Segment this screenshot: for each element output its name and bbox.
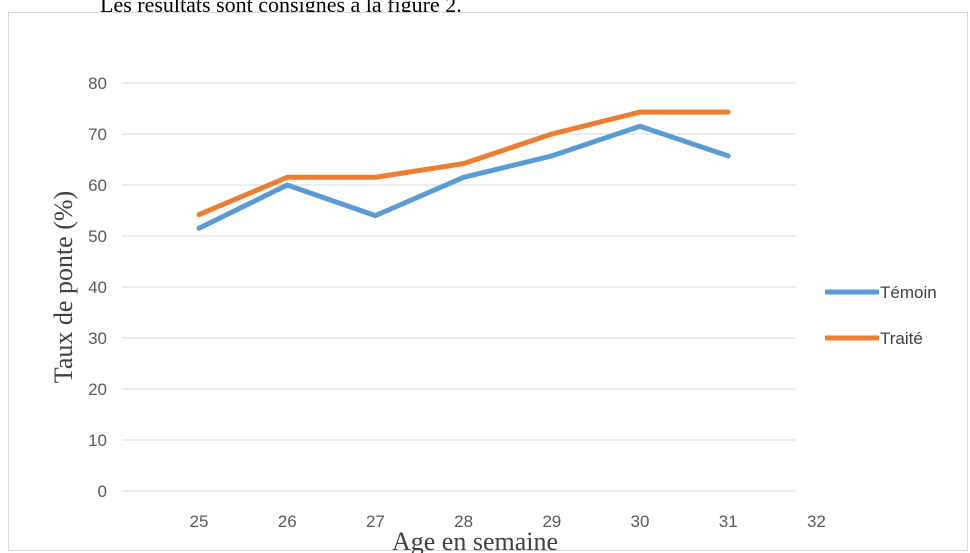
y-tick-label: 50 xyxy=(88,227,107,246)
legend-label: Traité xyxy=(880,329,923,348)
x-tick-label: 32 xyxy=(807,512,826,531)
chart-container xyxy=(8,12,968,551)
series-line-2 xyxy=(196,109,731,218)
x-axis-ticks: 25 26 27 28 29 30 31 32 xyxy=(190,512,826,531)
y-tick-label: 70 xyxy=(88,125,107,144)
gridlines xyxy=(122,82,796,492)
x-tick-label: 30 xyxy=(631,512,650,531)
series-lines xyxy=(196,109,731,231)
y-tick-label: 40 xyxy=(88,278,107,297)
y-tick-label: 30 xyxy=(88,329,107,348)
y-axis-ticks: 0 10 20 30 40 50 60 70 80 xyxy=(88,74,107,501)
y-tick-label: 60 xyxy=(88,176,107,195)
x-tick-label: 27 xyxy=(366,512,385,531)
x-tick-label: 29 xyxy=(542,512,561,531)
x-tick-label: 31 xyxy=(719,512,738,531)
legend: Témoin Traité xyxy=(825,283,937,348)
y-axis-title: Taux de ponte (%) xyxy=(49,191,78,383)
x-tick-label: 25 xyxy=(190,512,209,531)
x-tick-label: 26 xyxy=(278,512,297,531)
y-tick-label: 20 xyxy=(88,380,107,399)
x-tick-label: 28 xyxy=(454,512,473,531)
x-axis-title: Age en semaine xyxy=(392,527,558,553)
y-tick-label: 80 xyxy=(88,74,107,93)
y-tick-label: 0 xyxy=(98,482,107,501)
legend-label: Témoin xyxy=(880,283,937,302)
y-tick-label: 10 xyxy=(88,431,107,450)
series-line-1 xyxy=(196,123,731,231)
